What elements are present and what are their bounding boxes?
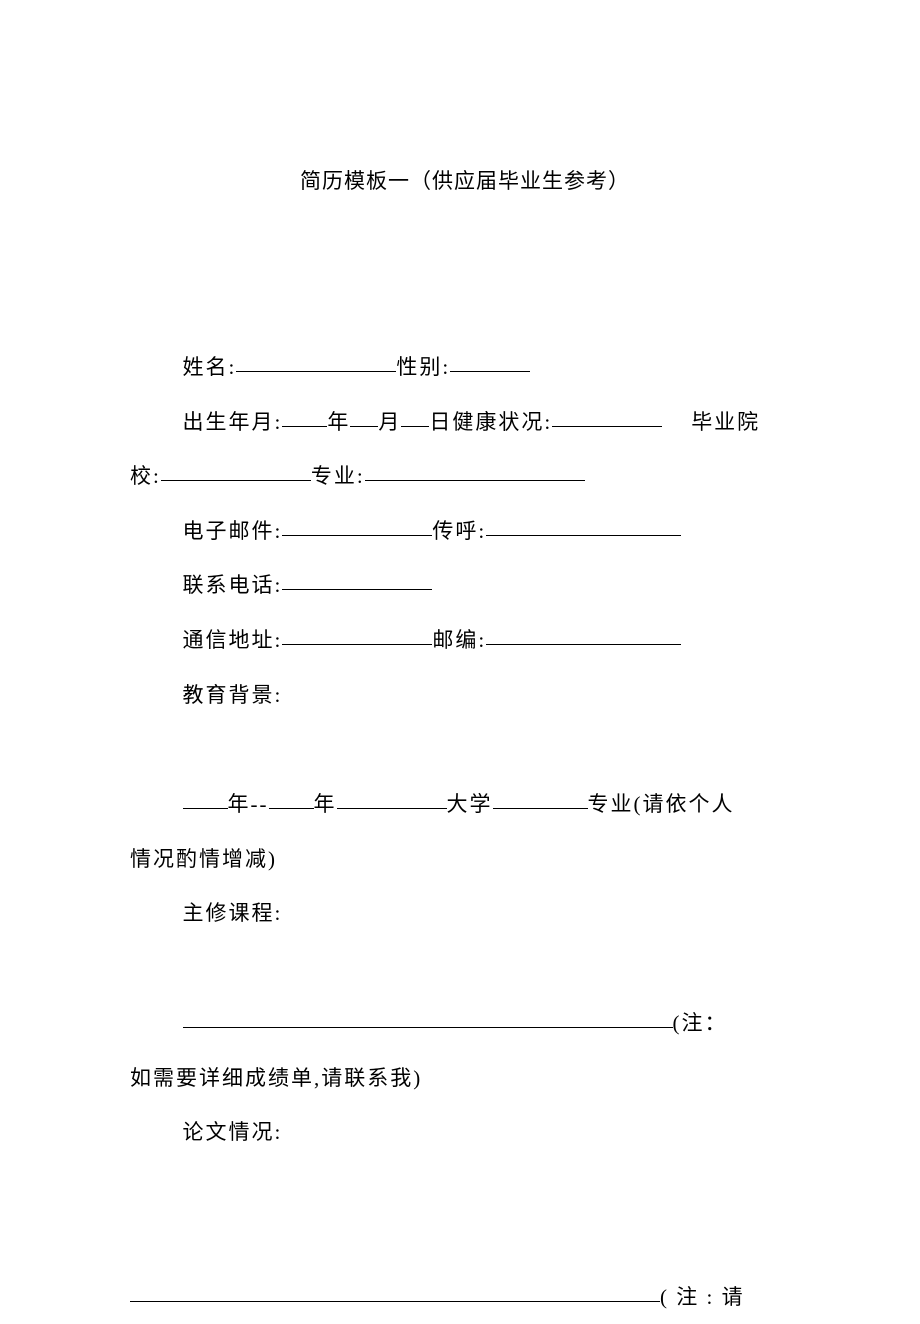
blank-postcode bbox=[486, 644, 681, 645]
blank-university bbox=[337, 808, 447, 809]
blank-health bbox=[552, 426, 662, 427]
line-note2: ( 注 : 请 bbox=[130, 1270, 800, 1324]
text-note1-rest: 如需要详细成绩单,请联系我) bbox=[130, 1066, 422, 1090]
label-pager: 传呼: bbox=[432, 519, 486, 543]
blank-year bbox=[282, 426, 327, 427]
label-year: 年 bbox=[327, 410, 350, 434]
label-year2: 年 bbox=[314, 792, 337, 816]
label-university: 大学 bbox=[447, 792, 493, 816]
form-content: 姓名:性别: 出生年月:年月日健康状况: 毕业院 校:专业: 电子邮件:传呼: … bbox=[130, 340, 800, 1324]
blank-phone bbox=[282, 589, 432, 590]
label-major2: 专业(请依个人 bbox=[588, 792, 735, 816]
label-name: 姓名: bbox=[183, 355, 237, 379]
line-edu-bg: 教育背景: bbox=[130, 668, 800, 723]
line-birth-school: 出生年月: 年 月 日健康状况: 毕业院 bbox=[130, 395, 800, 450]
spacer-2 bbox=[130, 941, 800, 996]
blank-from-year bbox=[183, 808, 228, 809]
label-school: 毕业院 bbox=[691, 410, 760, 434]
text-note1-prefix: (注： bbox=[673, 1011, 728, 1035]
text-note2: ( 注 : 请 bbox=[660, 1285, 745, 1309]
line-edu-note: 情况酌情增减) bbox=[130, 832, 800, 887]
label-address: 通信地址: bbox=[183, 628, 283, 652]
blank-month bbox=[350, 426, 378, 427]
label-day: 日 bbox=[429, 410, 452, 434]
spacer-3 bbox=[130, 1160, 800, 1270]
blank-pager bbox=[486, 535, 681, 536]
line-note1: (注： bbox=[130, 996, 800, 1051]
label-edu-bg: 教育背景: bbox=[183, 683, 283, 707]
blank-address bbox=[282, 644, 432, 645]
blank-courses-detail bbox=[183, 1027, 673, 1028]
label-gender: 性别: bbox=[396, 355, 450, 379]
label-courses: 主修课程: bbox=[183, 901, 283, 925]
line-school-major: 校: 专业: bbox=[130, 449, 800, 504]
line-edu-years: 年-- 年 大学 专业(请依个人 bbox=[130, 777, 800, 832]
line-thesis: 论文情况: bbox=[130, 1105, 800, 1160]
blank-day bbox=[401, 426, 429, 427]
label-thesis: 论文情况: bbox=[183, 1120, 283, 1144]
resume-template-page: 简历模板一（供应届毕业生参考） 姓名: 性别: 出生年月: 年 月 日健康状况: 毕业院… bbox=[0, 0, 920, 1324]
line-name-gender: 姓名: 性别: bbox=[130, 340, 800, 395]
label-health: 健康状况: bbox=[452, 410, 552, 434]
blank-major2 bbox=[493, 808, 588, 809]
line-address-postcode: 通信地址: 邮编: bbox=[130, 613, 800, 668]
line-email-pager: 电子邮件: 传呼: bbox=[130, 504, 800, 559]
label-phone: 联系电话: bbox=[183, 573, 283, 597]
label-major: 专业: bbox=[311, 464, 365, 488]
label-school2: 校: bbox=[130, 464, 161, 488]
line-phone: 联系电话: bbox=[130, 558, 800, 613]
spacer-1 bbox=[130, 722, 800, 777]
blank-email bbox=[282, 535, 432, 536]
label-postcode: 邮编: bbox=[432, 628, 486, 652]
blank-name bbox=[236, 371, 396, 372]
label-birth: 出生年月: bbox=[183, 410, 283, 434]
blank-major bbox=[365, 480, 585, 481]
text-edu-note: 情况酌情增减) bbox=[130, 847, 277, 871]
label-year-sep: 年-- bbox=[228, 792, 269, 816]
line-courses: 主修课程: bbox=[130, 886, 800, 941]
blank-to-year bbox=[269, 808, 314, 809]
label-email: 电子邮件: bbox=[183, 519, 283, 543]
blank-gender bbox=[450, 371, 530, 372]
label-month: 月 bbox=[378, 410, 401, 434]
blank-school bbox=[161, 480, 311, 481]
line-note1-rest: 如需要详细成绩单,请联系我) bbox=[130, 1051, 800, 1106]
page-title: 简历模板一（供应届毕业生参考） bbox=[130, 165, 800, 195]
